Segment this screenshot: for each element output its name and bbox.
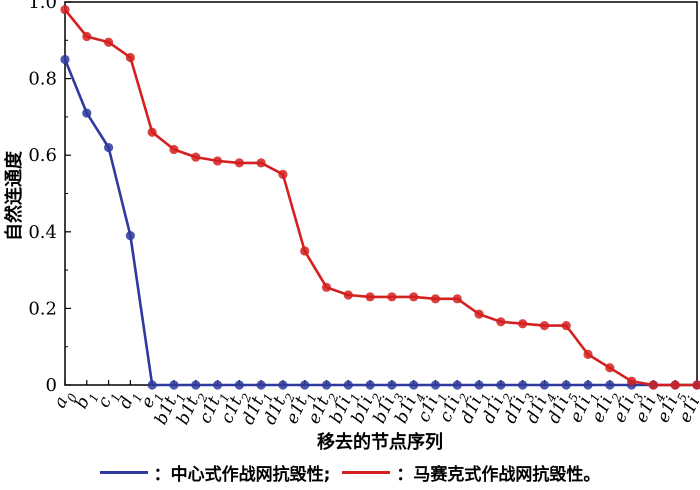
data-point-s0 <box>583 380 593 390</box>
data-point-s1 <box>539 321 550 331</box>
data-point-s0 <box>300 380 310 390</box>
data-point-s0 <box>430 380 441 390</box>
data-point-s0 <box>409 380 419 390</box>
data-point-s0 <box>343 380 353 390</box>
data-point-s1 <box>234 158 244 168</box>
legend-label-centralized: ：中心式作战网抗毁性; <box>153 464 331 485</box>
data-point-s1 <box>409 292 419 302</box>
data-point-s0 <box>234 380 244 390</box>
data-point-s0 <box>518 380 528 390</box>
data-point-s1 <box>212 156 223 166</box>
data-point-s1 <box>474 309 484 319</box>
data-point-s1 <box>256 158 266 168</box>
data-point-s0 <box>60 54 70 65</box>
data-point-s1 <box>583 349 593 359</box>
data-point-s1 <box>125 52 135 63</box>
data-point-s0 <box>191 380 201 390</box>
legend-item-mosaic: ：马赛克式作战网抗毁性。 <box>342 460 600 485</box>
data-point-s1 <box>605 363 615 373</box>
data-point-s0 <box>169 380 179 390</box>
x-axis-title: 移去的节点序列 <box>317 431 443 453</box>
data-point-s0 <box>474 380 484 390</box>
data-point-s1 <box>300 246 310 256</box>
data-point-s0 <box>321 380 332 390</box>
data-point-s1 <box>627 376 637 386</box>
legend-swatch-red <box>342 470 391 474</box>
y-tick-label: 1.0 <box>28 0 57 13</box>
data-point-s0 <box>561 380 571 390</box>
data-point-s0 <box>365 380 375 390</box>
data-point-s1 <box>365 292 375 302</box>
data-point-s1 <box>496 317 506 327</box>
data-point-s0 <box>278 380 288 390</box>
data-point-s1 <box>670 380 680 390</box>
data-point-s0 <box>147 380 157 390</box>
data-point-s1 <box>430 294 441 304</box>
data-point-s0 <box>605 380 615 390</box>
y-tick-label: 0.6 <box>28 145 57 166</box>
data-point-s0 <box>256 380 266 390</box>
plot-frame <box>64 1 698 386</box>
legend: ：中心式作战网抗毁性; ：马赛克式作战网抗毁性。 <box>0 458 700 486</box>
data-point-s1 <box>561 321 571 331</box>
data-point-s0 <box>539 380 550 390</box>
data-point-s1 <box>343 290 353 300</box>
data-point-s0 <box>103 142 114 153</box>
data-point-s1 <box>321 282 332 292</box>
x-tick-label: e1t2 <box>304 387 342 430</box>
data-point-s1 <box>103 37 114 47</box>
data-point-s1 <box>82 31 92 42</box>
line-chart: 00.20.40.60.81.0a0b1c1d1e1b1t1b1t2c1t1c1… <box>3 0 700 453</box>
y-axis-title: 自然连通度 <box>3 150 25 241</box>
axes <box>64 1 698 386</box>
y-tick-label: 0.2 <box>28 298 57 319</box>
data-point-s1 <box>518 319 528 329</box>
data-point-s0 <box>496 380 506 390</box>
labels: 00.20.40.60.81.0a0b1c1d1e1b1t1b1t2c1t1c1… <box>28 0 700 430</box>
data-point-s1 <box>452 294 462 304</box>
data-point-s0 <box>387 380 397 390</box>
data-point-s0 <box>452 380 462 390</box>
data-point-s0 <box>82 108 92 118</box>
data-point-s1 <box>191 152 201 162</box>
legend-swatch-blue <box>99 470 148 474</box>
y-tick-label: 0 <box>46 375 57 396</box>
series-line-1 <box>63 8 697 387</box>
data-point-s1 <box>60 5 70 15</box>
data-point-s1 <box>278 169 288 179</box>
data-point-s0 <box>212 380 223 390</box>
data-point-s1 <box>147 127 157 137</box>
legend-label-mosaic: ：马赛克式作战网抗毁性。 <box>396 464 601 485</box>
data-point-s1 <box>169 144 179 155</box>
series-layer <box>60 5 700 390</box>
y-tick-label: 0.4 <box>28 222 57 243</box>
data-point-s1 <box>692 380 700 390</box>
data-point-s1 <box>387 292 397 302</box>
data-point-s0 <box>125 231 135 241</box>
y-tick-label: 0.8 <box>28 69 57 90</box>
data-point-s1 <box>648 380 659 390</box>
legend-item-centralized: ：中心式作战网抗毁性; <box>99 460 331 485</box>
series-line-0 <box>63 58 697 387</box>
